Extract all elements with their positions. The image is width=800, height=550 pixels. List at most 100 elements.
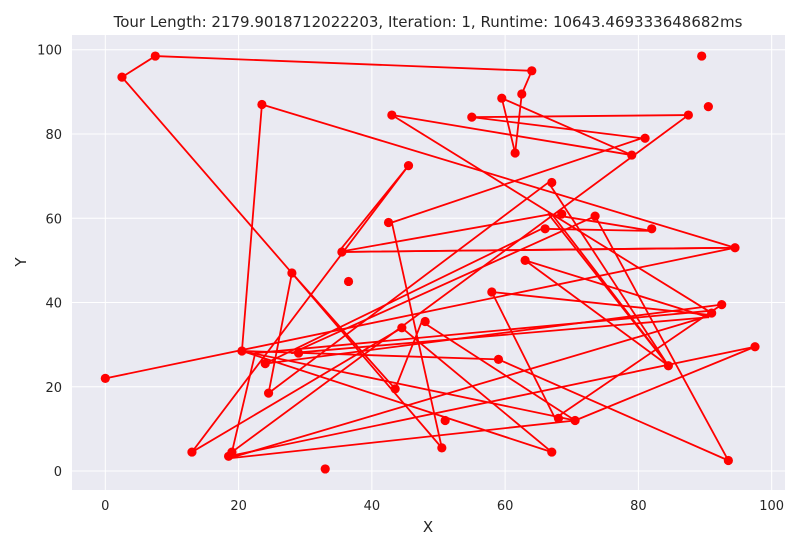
x-axis-label: X: [423, 518, 433, 536]
tour-segment: [524, 259, 710, 319]
tour-segment: [390, 137, 643, 224]
city-point: [227, 447, 237, 457]
tour-segment: [500, 97, 517, 154]
city-point: [730, 243, 740, 253]
tour-segment: [261, 103, 736, 249]
y-tick-label: 80: [45, 128, 62, 143]
y-tick-label: 0: [54, 465, 62, 480]
tour-segment: [227, 419, 576, 460]
tour-segment: [547, 213, 653, 232]
city-point: [520, 255, 530, 265]
city-point: [497, 93, 507, 103]
x-tick-label: 20: [230, 499, 247, 514]
tour-segment: [550, 213, 670, 367]
chart-title: Tour Length: 2179.9018712022203, Iterati…: [113, 13, 743, 31]
city-point: [547, 447, 557, 457]
city-markers: [100, 51, 760, 474]
y-tick-label: 100: [37, 44, 62, 59]
city-point: [707, 308, 717, 318]
tour-segment: [241, 350, 576, 422]
city-point: [337, 247, 347, 257]
city-point: [547, 177, 557, 188]
city-point: [150, 51, 160, 61]
tour-segment: [470, 116, 643, 140]
city-point: [640, 133, 650, 143]
tour-segment: [267, 181, 550, 395]
tour-segment: [337, 246, 736, 253]
city-point: [717, 300, 727, 310]
tour-segment: [241, 350, 500, 361]
city-point: [260, 359, 270, 369]
tour-segment: [500, 97, 633, 156]
tour-segment: [394, 320, 423, 390]
tour-segment: [420, 320, 576, 422]
y-tick-label: 60: [45, 212, 62, 227]
tour-segment: [547, 181, 670, 367]
city-point: [493, 354, 504, 364]
x-tick-label: 60: [497, 499, 514, 514]
y-tick-label: 20: [45, 381, 62, 396]
city-point: [663, 361, 673, 371]
city-point: [647, 224, 657, 234]
tour-segment: [524, 259, 670, 367]
city-point: [257, 99, 267, 110]
y-tick-label: 40: [45, 297, 62, 312]
city-point: [570, 415, 580, 426]
tour-segment: [267, 272, 293, 395]
city-point: [557, 209, 567, 219]
tour-segment: [254, 310, 710, 354]
tour-segment: [231, 352, 257, 453]
city-point: [117, 72, 127, 82]
x-tick-label: 40: [364, 499, 381, 514]
city-point: [627, 150, 637, 160]
tour-segment: [154, 55, 533, 72]
grid: [72, 35, 785, 490]
city-point: [697, 51, 707, 61]
tour-segment: [121, 76, 293, 274]
city-point: [487, 287, 497, 297]
city-point: [383, 217, 394, 228]
tour-segment: [337, 213, 553, 253]
tour-segment: [191, 164, 410, 453]
city-point: [517, 89, 527, 99]
tour-segment: [554, 303, 723, 420]
city-point: [187, 447, 197, 457]
city-point: [320, 464, 330, 474]
x-tick-label: 0: [101, 499, 109, 514]
plot-area: [72, 35, 785, 490]
tour-segment: [470, 114, 690, 119]
tour-segment: [574, 345, 756, 422]
tour-segment: [191, 326, 403, 453]
tour-segment: [390, 114, 633, 156]
city-point: [237, 346, 247, 356]
city-point: [390, 384, 400, 394]
city-point: [553, 413, 564, 423]
city-point: [540, 224, 550, 234]
tour-segment: [490, 291, 557, 420]
tour-segment: [497, 358, 730, 462]
city-point: [263, 388, 274, 398]
tour-segment: [231, 114, 690, 453]
tour-segment: [400, 326, 553, 453]
city-point: [440, 415, 450, 426]
city-point: [420, 316, 430, 327]
tour-segment: [264, 227, 543, 365]
y-axis-label: Y: [12, 257, 30, 268]
city-point: [703, 102, 713, 112]
city-point: [467, 112, 477, 122]
city-point: [590, 211, 600, 221]
city-point: [293, 348, 304, 358]
tour-path: [104, 55, 756, 462]
city-point: [287, 268, 297, 278]
city-point: [343, 276, 354, 287]
city-point: [527, 66, 537, 76]
city-point: [723, 455, 733, 466]
city-point: [387, 110, 397, 120]
city-point: [397, 323, 407, 333]
tour-segment: [594, 215, 730, 462]
x-tick-label: 80: [630, 499, 647, 514]
tour-segment: [290, 316, 710, 354]
tour-segment: [121, 55, 157, 79]
